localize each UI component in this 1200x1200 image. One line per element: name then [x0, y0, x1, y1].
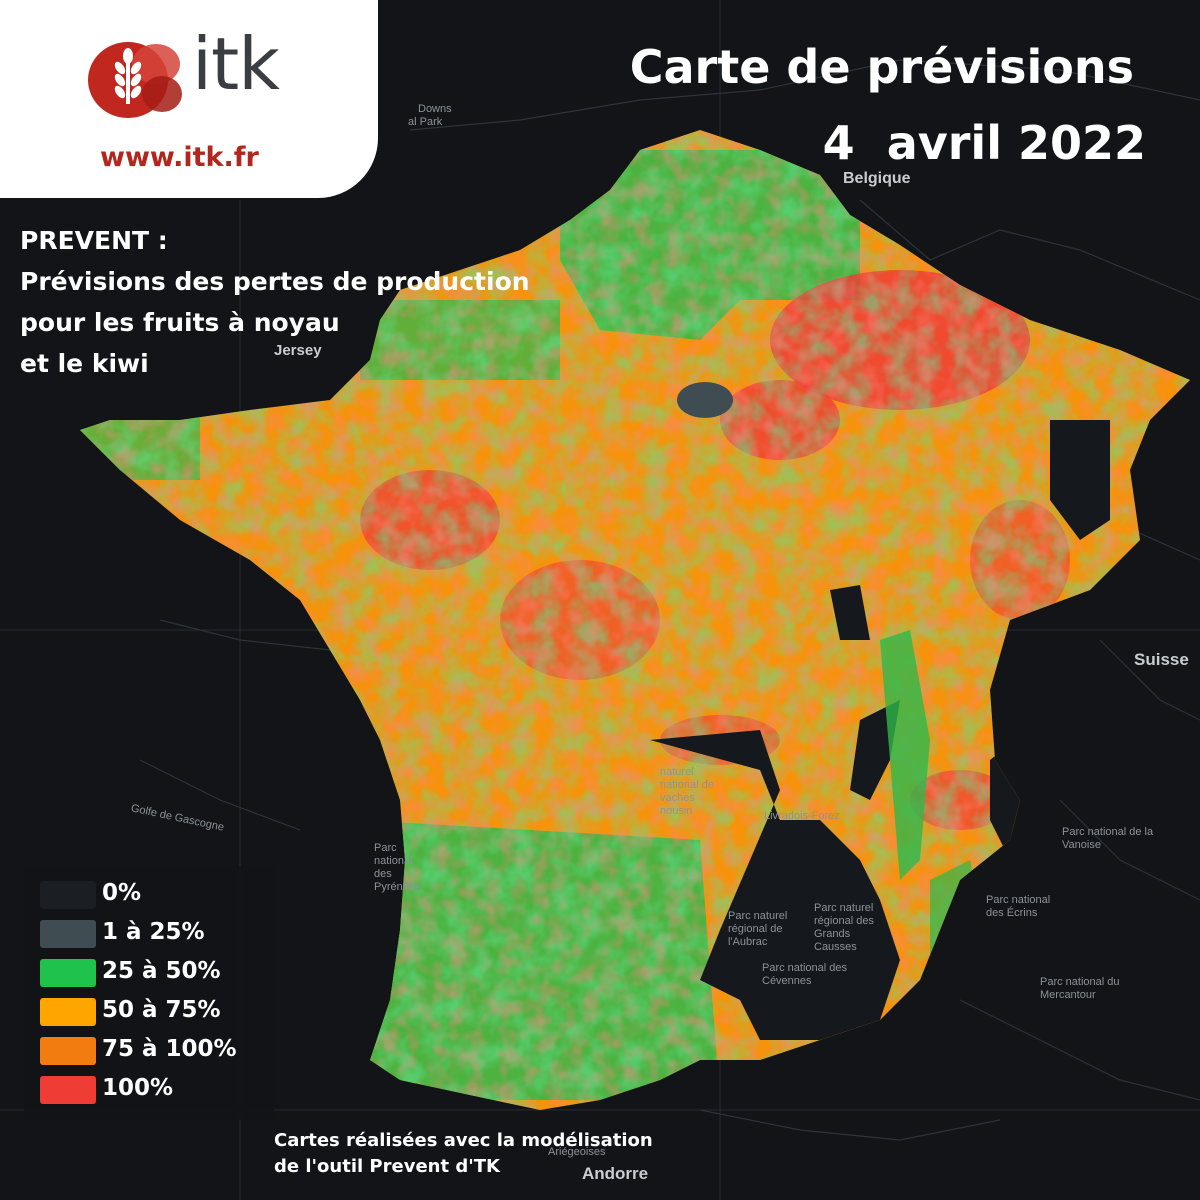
legend-swatch — [40, 998, 96, 1026]
label-downs: Downs — [418, 103, 452, 115]
legend-swatch — [40, 959, 96, 987]
label-jersey: Jersey — [274, 342, 322, 359]
logo-wordmark: itk — [192, 22, 280, 106]
legend-item: 0% — [40, 878, 270, 912]
legend-label: 0% — [102, 880, 142, 906]
legend-swatch — [40, 920, 96, 948]
page-title: Carte de prévisions — [629, 40, 1134, 94]
label-andorre: Andorre — [582, 1164, 649, 1183]
label-belgique: Belgique — [843, 170, 911, 187]
subtitle-line-3: pour les fruits à noyau — [20, 308, 340, 337]
legend-label: 100% — [102, 1075, 174, 1101]
subtitle-line-2: Prévisions des pertes de production — [20, 267, 530, 296]
legend-label: 25 à 50% — [102, 958, 221, 984]
legend-item: 100% — [40, 1073, 270, 1107]
label-millevaches: naturel national de vaches nousin — [660, 766, 714, 817]
label-vanoise: Parc national de la Vanoise — [1062, 826, 1154, 851]
credit-line-2: de l'outil Prevent d'TK — [274, 1156, 500, 1177]
label-ecrins: Parc national des Écrins — [986, 894, 1051, 919]
label-suisse: Suisse — [1134, 650, 1189, 669]
legend-label: 1 à 25% — [102, 919, 205, 945]
subtitle-line-4: et le kiwi — [20, 349, 149, 378]
label-livradois: Livradois-Forez — [764, 810, 840, 822]
label-mercantour: Parc national du Mercantour — [1040, 976, 1120, 1001]
logo-card[interactable]: itk www.itk.fr — [0, 0, 378, 198]
credit-text: Cartes réalisées avec la modélisation de… — [274, 1128, 653, 1180]
subtitle-block: PREVENT : Prévisions des pertes de produ… — [20, 220, 530, 384]
legend-swatch — [40, 881, 96, 909]
itk-logo-icon — [88, 42, 182, 118]
label-pyrenees: Parc national des Pyrénées — [374, 842, 421, 893]
legend-item: 75 à 100% — [40, 1034, 270, 1068]
legend-item: 1 à 25% — [40, 917, 270, 951]
legend-swatch — [40, 1037, 96, 1065]
label-ariegeoises: Ariégeoises — [548, 1146, 606, 1158]
legend-item: 25 à 50% — [40, 956, 270, 990]
label-aubrac: Parc naturel régional de l'Aubrac — [728, 910, 788, 948]
label-grands-causses: Parc naturel régional des Grands Causses — [814, 902, 874, 953]
subtitle-line-1: PREVENT : — [20, 226, 168, 255]
page-date: 4 avril 2022 — [822, 116, 1146, 170]
label-cevennes: Parc national des Cévennes — [762, 962, 847, 987]
legend: 0% 1 à 25% 25 à 50% 50 à 75% 75 à 100% 1… — [24, 866, 274, 1120]
legend-label: 50 à 75% — [102, 997, 221, 1023]
legend-swatch — [40, 1076, 96, 1104]
legend-item: 50 à 75% — [40, 995, 270, 1029]
label-park: al Park — [408, 116, 443, 128]
logo-url[interactable]: www.itk.fr — [100, 142, 259, 173]
legend-label: 75 à 100% — [102, 1036, 237, 1062]
credit-line-1: Cartes réalisées avec la modélisation — [274, 1130, 653, 1151]
